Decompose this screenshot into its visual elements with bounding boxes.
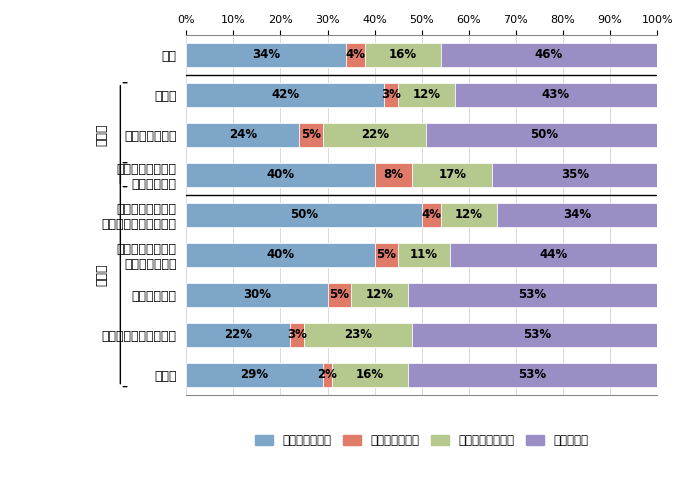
Bar [290,322,304,347]
Text: 3%: 3% [381,88,401,101]
Text: 46%: 46% [535,48,563,61]
Text: 4%: 4% [346,48,366,61]
Bar [186,322,290,347]
Text: 42%: 42% [271,88,299,101]
Text: 12%: 12% [455,208,483,221]
Bar [497,203,657,227]
Text: 50%: 50% [290,208,318,221]
Text: 5%: 5% [376,248,396,261]
Bar [398,243,450,267]
Text: 40%: 40% [266,248,294,261]
Text: 2%: 2% [318,368,338,381]
Bar [375,163,412,187]
Text: 4%: 4% [421,208,441,221]
Text: 53%: 53% [523,328,551,341]
Text: 11%: 11% [410,248,438,261]
Text: 12%: 12% [412,88,440,101]
Text: 29%: 29% [241,368,268,381]
Bar [299,123,323,147]
Bar [412,163,493,187]
Bar [186,83,384,106]
Text: 8%: 8% [383,168,403,181]
Bar [407,282,657,307]
Text: 30%: 30% [243,288,271,301]
Text: 35%: 35% [561,168,589,181]
Text: 22%: 22% [224,328,252,341]
Text: 5%: 5% [330,288,350,301]
Text: 3%: 3% [287,328,307,341]
Bar [186,363,323,387]
Bar [455,83,657,106]
Bar [450,243,657,267]
Text: 40%: 40% [266,168,294,181]
Text: 5%: 5% [301,128,321,141]
Bar [407,363,657,387]
Text: 34%: 34% [252,48,281,61]
Bar [427,123,662,147]
Text: 12%: 12% [365,288,394,301]
Text: 17%: 17% [438,168,466,181]
Bar [327,282,351,307]
Text: 業種別: 業種別 [95,263,108,286]
Bar [440,43,657,67]
Bar [365,43,440,67]
Bar [375,243,398,267]
Bar [440,203,497,227]
Bar [186,203,422,227]
Bar [186,163,375,187]
Bar [186,43,346,67]
Text: 規模別: 規模別 [95,123,108,146]
Text: 43%: 43% [542,88,570,101]
Bar [351,282,407,307]
Text: 23%: 23% [344,328,372,341]
Text: 24%: 24% [228,128,257,141]
Bar [493,163,657,187]
Text: 34%: 34% [563,208,591,221]
Bar [412,322,662,347]
Bar [186,282,327,307]
Legend: ホールドアップ, ホールドアウト, 特に問題点はない, 分からない: ホールドアップ, ホールドアウト, 特に問題点はない, 分からない [250,429,593,452]
Bar [384,83,398,106]
Text: 44%: 44% [539,248,568,261]
Bar [304,322,412,347]
Bar [323,123,427,147]
Text: 16%: 16% [389,48,417,61]
Text: 22%: 22% [361,128,389,141]
Text: 53%: 53% [518,368,546,381]
Text: 50%: 50% [530,128,558,141]
Text: 16%: 16% [356,368,384,381]
Text: 53%: 53% [518,288,546,301]
Bar [323,363,332,387]
Bar [186,123,299,147]
Bar [186,243,375,267]
Bar [346,43,365,67]
Bar [422,203,440,227]
Bar [398,83,455,106]
Bar [332,363,407,387]
